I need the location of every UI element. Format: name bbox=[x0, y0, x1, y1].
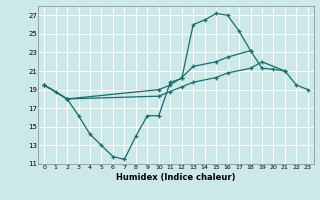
X-axis label: Humidex (Indice chaleur): Humidex (Indice chaleur) bbox=[116, 173, 236, 182]
